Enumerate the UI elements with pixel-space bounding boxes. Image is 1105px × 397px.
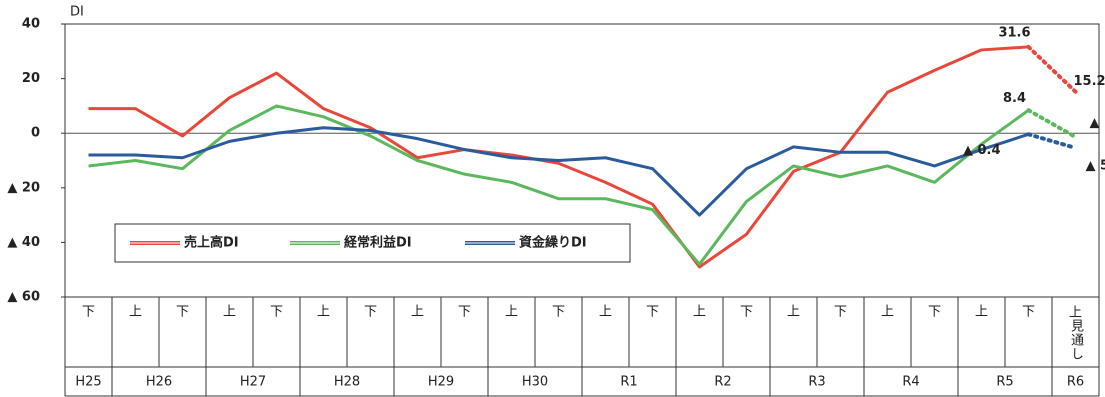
x-tick-label: 下 <box>552 305 565 320</box>
x-tick-label: 下 <box>82 305 95 320</box>
y-tick-label: ▲ 20 <box>7 180 40 195</box>
forecast-line <box>1026 108 1078 140</box>
year-label: H28 <box>334 375 360 390</box>
series-line <box>88 45 1029 269</box>
value-label: ▲ 5.4 <box>1086 158 1105 173</box>
x-tick-label: 下 <box>364 305 377 320</box>
x-tick-label: 上 <box>881 305 894 320</box>
x-tick-label: 下 <box>270 305 283 320</box>
year-label: R2 <box>714 375 731 390</box>
x-tick-label: 下 <box>1022 305 1035 320</box>
y-tick-label: ▲ 60 <box>7 290 40 305</box>
series-line <box>88 104 1030 266</box>
y-tick-label: ▲ 40 <box>7 235 40 250</box>
y-tick-label: 0 <box>31 126 40 141</box>
forecast-line <box>1026 44 1078 94</box>
x-tick-label: 上 <box>505 305 518 320</box>
x-tick-label: 上 <box>411 305 424 320</box>
year-label: R4 <box>902 375 919 390</box>
series-line <box>88 126 1029 217</box>
y-tick-label: 20 <box>22 71 40 86</box>
x-tick-label: 下 <box>928 305 941 320</box>
value-label: 15.2 <box>1074 74 1105 89</box>
year-label: R5 <box>996 375 1013 390</box>
x-tick-label: 上 <box>223 305 236 320</box>
forecast-line <box>1026 132 1078 150</box>
legend-label: 資金繰りDI <box>519 235 587 251</box>
x-tick-label: 下 <box>176 305 189 320</box>
x-tick-label: 上 <box>1069 306 1082 321</box>
year-label: H27 <box>240 375 266 390</box>
y-axis-label: DI <box>70 5 84 20</box>
year-label: H25 <box>75 375 101 390</box>
legend-label: 経常利益DI <box>344 235 412 251</box>
year-label: H26 <box>146 375 172 390</box>
x-tick-label: 上 <box>129 305 142 320</box>
value-label: ▲ 0.4 <box>963 143 1001 158</box>
x-tick-label: 下 <box>646 305 659 320</box>
y-tick-label: 40 <box>22 17 40 32</box>
legend-label: 売上高DI <box>184 235 239 251</box>
value-label: 8.4 <box>1003 91 1026 106</box>
year-label: R3 <box>808 375 825 390</box>
x-tick-label: 上 <box>693 305 706 320</box>
x-tick-label: 上 <box>787 305 800 320</box>
year-label: H30 <box>522 375 548 390</box>
legend-box <box>114 223 631 263</box>
year-label: R1 <box>620 375 637 390</box>
x-tick-label: 上 <box>975 305 988 320</box>
x-tick-label: 下 <box>740 305 753 320</box>
value-label: ▲ 1.4 <box>1090 116 1105 131</box>
forecast-label: 見通し <box>1068 319 1084 361</box>
value-label: 31.6 <box>998 25 1030 40</box>
year-label: R6 <box>1067 375 1084 390</box>
x-tick-label: 上 <box>599 305 612 320</box>
x-tick-label: 下 <box>834 305 847 320</box>
x-tick-label: 下 <box>458 305 471 320</box>
x-tick-label: 上 <box>317 305 330 320</box>
year-label: H29 <box>428 375 454 390</box>
